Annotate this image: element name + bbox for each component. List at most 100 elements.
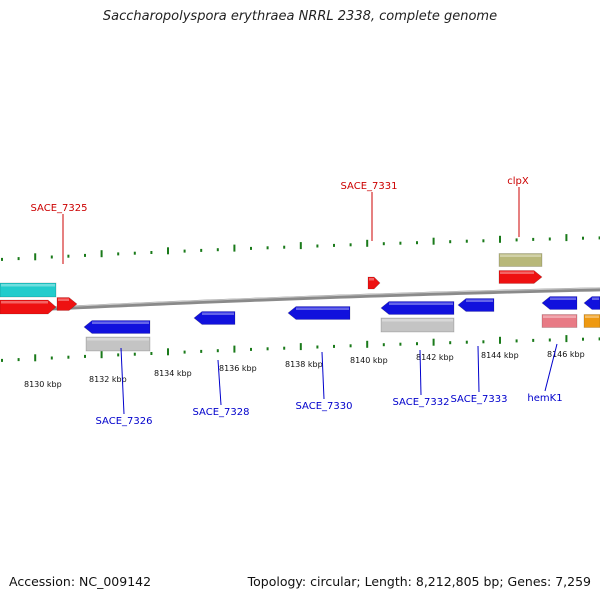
outer-tick	[150, 251, 153, 254]
reverse-cds-pink-shine	[543, 315, 576, 318]
outer-tick	[333, 243, 335, 247]
inner-tick	[598, 337, 600, 341]
outer-tick	[582, 236, 584, 240]
inner-tick	[299, 343, 302, 351]
outer-tick	[100, 250, 103, 258]
inner-tick	[333, 344, 335, 348]
outer-tick	[200, 248, 203, 252]
sace-7328-label: SACE_7328	[193, 407, 250, 418]
hemk1-label-leader	[544, 343, 558, 392]
outer-tick	[532, 237, 535, 241]
sace-7325-label: SACE_7325	[31, 203, 88, 214]
reverse-gene-blue	[287, 306, 351, 320]
sace-7333-label: SACE_7333	[451, 394, 508, 405]
forward-cds-cyan-shine	[1, 284, 55, 287]
page-title: Saccharopolyspora erythraea NRRL 2338, c…	[102, 9, 498, 24]
tick-label: 8140 kbp	[350, 356, 388, 365]
inner-tick	[100, 351, 103, 359]
forward-cds-olive	[498, 253, 543, 267]
forward-gene-red	[0, 299, 57, 315]
inner-tick	[499, 336, 501, 344]
inner-tick	[34, 354, 37, 362]
inner-tick	[250, 347, 252, 351]
inner-tick	[582, 337, 584, 341]
reverse-cds-orange-shine	[585, 315, 599, 318]
inner-tick	[67, 355, 70, 359]
inner-tick	[432, 338, 435, 346]
inner-tick	[465, 340, 468, 344]
outer-tick	[482, 239, 485, 243]
outer-tick	[299, 242, 302, 250]
reverse-gene-blue	[380, 301, 455, 315]
outer-tick	[465, 239, 468, 243]
reverse-cds-gray	[380, 317, 455, 333]
reverse-gene-blue	[193, 311, 236, 325]
reverse-gene-blue-shine	[592, 297, 599, 300]
outer-tick	[1, 257, 3, 261]
sace-7333-label-leader	[477, 345, 480, 393]
inner-tick	[150, 352, 153, 355]
reverse-gene-blue-shine	[389, 302, 453, 305]
inner-tick	[449, 341, 452, 345]
outer-tick-track	[1, 234, 600, 261]
inner-tick	[565, 335, 568, 343]
topology-text: Topology: circular; Length: 8,212,805 bp…	[247, 574, 591, 589]
tick-label: 8134 kbp	[154, 369, 192, 378]
tick-label: 8144 kbp	[481, 351, 519, 360]
clpx-gene	[498, 270, 543, 284]
tick-label: 8146 kbp	[547, 350, 585, 359]
sace-7330-label: SACE_7330	[296, 401, 353, 412]
sace-7328-label-leader	[217, 359, 222, 406]
hemk1-gene	[541, 296, 578, 310]
inner-tick	[1, 358, 3, 362]
inner-tick	[416, 342, 418, 346]
inner-tick	[233, 345, 236, 353]
accession-text: Accession: NC_009142	[9, 574, 152, 589]
outer-tick	[50, 255, 53, 259]
reverse-gene-blue-shine	[202, 312, 234, 315]
outer-tick	[283, 245, 286, 249]
inner-tick	[349, 344, 352, 348]
reverse-cds-gray	[85, 336, 151, 352]
inner-tick	[50, 356, 53, 360]
tick-label: 8136 kbp	[219, 364, 257, 373]
label-layer: 8130 kbp 8132 kbp 8134 kbp 8136 kbp 8138 kbp…	[24, 176, 585, 427]
tick-label: 8138 kbp	[285, 360, 323, 369]
inner-tick	[532, 338, 535, 342]
inner-tick	[167, 348, 169, 356]
inner-tick	[548, 338, 551, 342]
inner-tick	[399, 342, 402, 346]
forward-cds-olive-shine	[500, 254, 541, 257]
outer-tick	[382, 242, 385, 246]
tick-label: 8132 kbp	[89, 375, 127, 384]
inner-tick	[515, 339, 518, 343]
reverse-gene-blue-shine	[466, 299, 493, 302]
outer-tick	[250, 246, 252, 250]
hemk1-gene-shine	[550, 297, 576, 300]
outer-tick	[432, 237, 435, 245]
inner-tick	[382, 343, 385, 347]
reverse-gene-blue-shine	[296, 307, 349, 310]
inner-tick	[366, 340, 369, 348]
inner-tick	[266, 347, 269, 351]
outer-tick	[399, 241, 402, 245]
hemk1-label: hemK1	[527, 393, 562, 404]
inner-tick	[84, 354, 86, 358]
outer-tick	[416, 241, 418, 245]
inner-tick	[283, 346, 286, 350]
reverse-gene-blue	[457, 298, 495, 312]
sace-7326-label: SACE_7326	[96, 416, 153, 427]
inner-tick	[200, 349, 203, 353]
forward-gene-red-shine	[58, 298, 69, 301]
inner-tick	[17, 358, 20, 362]
reverse-gene-blue	[83, 320, 151, 334]
outer-tick	[499, 235, 501, 243]
outer-tick	[17, 257, 20, 261]
outer-tick	[183, 249, 186, 253]
tick-label: 8142 kbp	[416, 353, 454, 362]
tick-label: 8130 kbp	[24, 380, 62, 389]
outer-tick	[216, 248, 219, 252]
outer-tick	[117, 252, 120, 256]
feature-track	[0, 253, 600, 352]
